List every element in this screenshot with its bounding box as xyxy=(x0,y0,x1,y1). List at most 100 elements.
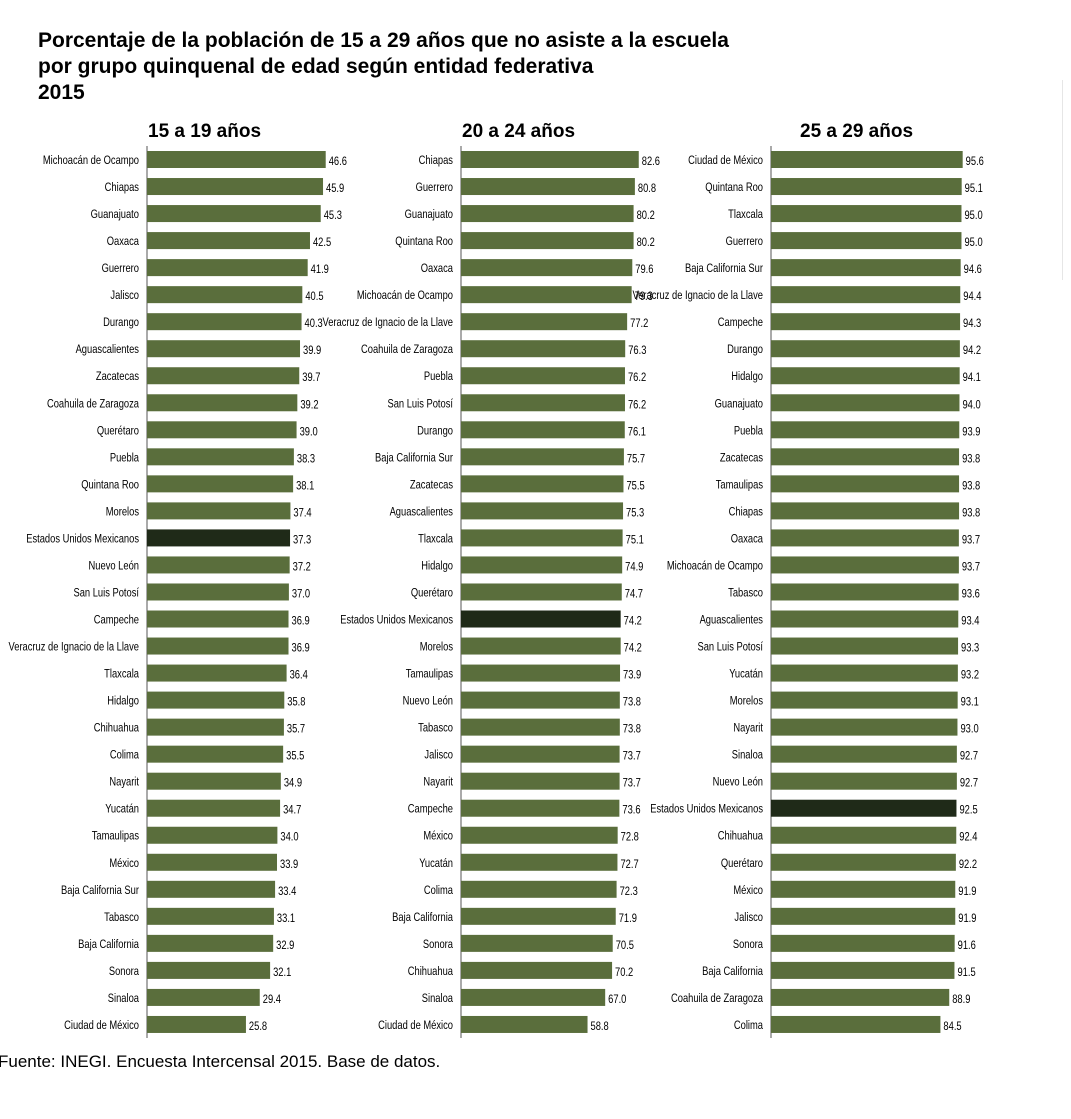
category-label: Baja California Sur xyxy=(685,262,763,275)
bar xyxy=(147,637,289,655)
value-label: 93.4 xyxy=(961,614,979,627)
value-label: 93.1 xyxy=(961,696,979,709)
bar xyxy=(147,367,300,385)
category-label: Michoacán de Ocampo xyxy=(667,559,763,572)
chart-title: Porcentaje de la población de 15 a 29 añ… xyxy=(38,28,938,106)
value-label: 39.0 xyxy=(300,425,318,438)
category-label: Nuevo León xyxy=(89,559,139,572)
value-label: 93.8 xyxy=(962,506,980,519)
bar xyxy=(147,556,290,574)
category-label: Guanajuato xyxy=(91,208,139,221)
bar xyxy=(771,421,960,439)
bar xyxy=(461,880,617,898)
value-label: 25.8 xyxy=(249,1020,267,1033)
bar xyxy=(771,637,959,655)
bar xyxy=(771,880,956,898)
bar xyxy=(461,259,633,277)
value-label: 79.3 xyxy=(635,290,653,303)
value-label: 75.7 xyxy=(627,452,645,465)
title-line-2: por grupo quinquenal de edad según entid… xyxy=(38,55,594,78)
source-note: Fuente: INEGI. Encuesta Intercensal 2015… xyxy=(0,1052,441,1071)
category-label: Puebla xyxy=(110,451,139,464)
category-label: Baja California xyxy=(392,911,453,924)
category-label: Chihuahua xyxy=(94,722,139,735)
value-label: 36.9 xyxy=(292,614,310,627)
category-label: Estados Unidos Mexicanos xyxy=(340,613,453,626)
value-label: 75.5 xyxy=(626,479,644,492)
value-label: 93.0 xyxy=(960,723,978,736)
bar xyxy=(147,745,284,763)
bar xyxy=(147,907,274,925)
value-label: 36.9 xyxy=(292,642,310,655)
bar xyxy=(771,745,957,763)
value-label: 33.9 xyxy=(280,858,298,871)
value-label: 93.9 xyxy=(962,425,980,438)
value-label: 72.3 xyxy=(620,885,638,898)
bar xyxy=(461,475,624,493)
title-line-1: Porcentaje de la población de 15 a 29 añ… xyxy=(38,29,729,52)
category-label: Coahuila de Zaragoza xyxy=(361,343,453,356)
category-label: Yucatán xyxy=(729,668,763,681)
category-label: Sinaloa xyxy=(108,992,139,1005)
bar-highlight xyxy=(461,610,621,628)
category-label: Chiapas xyxy=(105,181,139,194)
category-label: Ciudad de México xyxy=(378,1019,453,1032)
category-label: Michoacán de Ocampo xyxy=(43,154,139,167)
bar xyxy=(147,664,287,682)
bar xyxy=(461,232,634,250)
category-label: San Luis Potosí xyxy=(387,397,453,410)
category-label: Zacatecas xyxy=(410,478,453,491)
bar xyxy=(147,259,308,277)
category-label: Durango xyxy=(103,316,139,329)
value-label: 92.7 xyxy=(960,750,978,763)
value-label: 37.3 xyxy=(293,533,311,546)
category-label: Yucatán xyxy=(105,803,139,816)
bar xyxy=(461,934,613,952)
category-label: Jalisco xyxy=(424,749,453,762)
category-label: Tamaulipas xyxy=(406,668,453,681)
bar xyxy=(771,934,955,952)
value-label: 40.5 xyxy=(305,290,323,303)
value-label: 72.7 xyxy=(620,858,638,871)
category-label: Durango xyxy=(417,424,453,437)
bar xyxy=(147,448,294,466)
bar xyxy=(147,502,291,520)
bar xyxy=(461,556,623,574)
value-label: 70.5 xyxy=(616,939,634,952)
value-label: 94.2 xyxy=(963,344,981,357)
value-label: 42.5 xyxy=(313,236,331,249)
bar xyxy=(461,340,626,358)
category-label: Oaxaca xyxy=(731,532,763,545)
category-label: Guerrero xyxy=(102,262,139,275)
value-label: 94.4 xyxy=(963,290,981,303)
page-edge-divider xyxy=(1062,80,1071,280)
value-label: 95.0 xyxy=(964,236,982,249)
category-label: México xyxy=(423,830,453,843)
bar xyxy=(771,529,959,547)
category-label: Hidalgo xyxy=(731,370,763,383)
value-label: 93.2 xyxy=(961,669,979,682)
value-label: 74.9 xyxy=(625,560,643,573)
category-label: Tlaxcala xyxy=(418,532,453,545)
value-label: 38.3 xyxy=(297,452,315,465)
value-label: 29.4 xyxy=(263,993,281,1006)
value-label: 38.1 xyxy=(296,479,314,492)
value-label: 45.3 xyxy=(324,209,342,222)
value-label: 46.6 xyxy=(329,155,347,168)
value-label: 91.6 xyxy=(958,939,976,952)
category-label: Michoacán de Ocampo xyxy=(357,289,453,302)
category-label: Campeche xyxy=(94,613,139,626)
value-label: 91.9 xyxy=(958,885,976,898)
bar xyxy=(461,826,618,844)
value-label: 41.9 xyxy=(311,263,329,276)
bar xyxy=(771,178,962,196)
value-label: 34.7 xyxy=(283,804,301,817)
category-label: Guanajuato xyxy=(715,397,763,410)
bar xyxy=(461,745,620,763)
value-label: 73.9 xyxy=(623,669,641,682)
value-label: 37.0 xyxy=(292,587,310,600)
value-label: 93.8 xyxy=(962,452,980,465)
value-label: 72.8 xyxy=(621,831,639,844)
bar xyxy=(147,961,271,979)
category-label: Chiapas xyxy=(419,154,453,167)
